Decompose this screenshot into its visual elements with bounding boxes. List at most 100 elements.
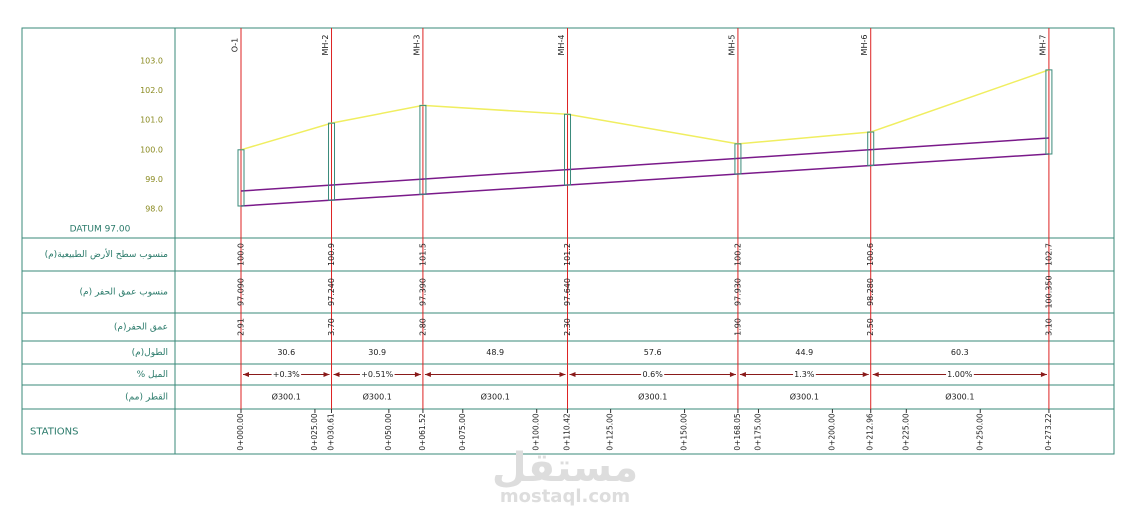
manhole-invert: 97.640 bbox=[563, 278, 572, 306]
row-label: منسوب سطح الأرض الطبيعية(م) bbox=[45, 248, 169, 260]
manhole-name: MH-2 bbox=[321, 35, 330, 56]
manhole-ground: 100.0 bbox=[237, 243, 246, 266]
segment-slope: +0.3% bbox=[273, 370, 300, 379]
arrow-head bbox=[872, 372, 879, 377]
manhole-name: MH-6 bbox=[860, 35, 869, 56]
axis-label: 101.0 bbox=[140, 116, 163, 125]
segment-diameter: Ø300.1 bbox=[272, 392, 301, 402]
watermark: مستقل bbox=[492, 445, 638, 491]
manhole-ground: 101.2 bbox=[563, 243, 572, 266]
segment-slope: 0.6% bbox=[643, 370, 664, 379]
arrow-head bbox=[862, 372, 869, 377]
manhole-depth: 1.90 bbox=[733, 318, 742, 336]
row-label: منسوب عمق الحفر (م) bbox=[79, 288, 168, 298]
station: 0+250.00 bbox=[975, 413, 984, 451]
manhole-invert: 100.350 bbox=[1044, 275, 1053, 308]
segment-length: 30.6 bbox=[277, 348, 295, 357]
manhole bbox=[564, 113, 572, 186]
manhole-name: O-1 bbox=[231, 38, 240, 53]
station: 0+212.96 bbox=[866, 413, 875, 451]
arrow-head bbox=[569, 372, 576, 377]
segment-length: 57.6 bbox=[644, 348, 662, 357]
arrow-head bbox=[333, 372, 340, 377]
manhole bbox=[734, 143, 742, 175]
station: 0+050.00 bbox=[384, 413, 393, 451]
segment-length: 44.9 bbox=[795, 348, 813, 357]
segment-diameter: Ø300.1 bbox=[363, 392, 392, 402]
station: 0+061.52 bbox=[418, 413, 427, 451]
manhole-name: MH-5 bbox=[727, 35, 736, 56]
station: 0+125.00 bbox=[606, 413, 615, 451]
manhole bbox=[867, 131, 875, 166]
row-label: الطول(م) bbox=[132, 348, 168, 358]
segment-length: 30.9 bbox=[368, 348, 386, 357]
manhole-ground: 102.7 bbox=[1044, 243, 1053, 266]
segment-diameter: Ø300.1 bbox=[638, 392, 667, 402]
manhole-ground: 101.5 bbox=[418, 243, 427, 266]
segment-length: 48.9 bbox=[486, 348, 504, 357]
segment-diameter: Ø300.1 bbox=[481, 392, 510, 402]
manhole-invert: 98.280 bbox=[866, 278, 875, 306]
manhole-invert: 97.390 bbox=[418, 278, 427, 306]
manhole-depth: 2.50 bbox=[866, 318, 875, 336]
manhole-invert: 97.930 bbox=[733, 278, 742, 306]
pipe-line bbox=[240, 137, 1049, 192]
row-label: STATIONS bbox=[30, 427, 79, 438]
station: 0+000.00 bbox=[236, 413, 245, 451]
station: 0+175.00 bbox=[753, 413, 762, 451]
arrow-head bbox=[559, 372, 566, 377]
manhole-ground: 100.6 bbox=[866, 243, 875, 266]
manhole-name: MH-4 bbox=[557, 35, 566, 56]
station: 0+273.22 bbox=[1044, 413, 1053, 451]
segment-slope: 1.00% bbox=[947, 370, 973, 379]
arrow-head bbox=[1040, 372, 1047, 377]
manhole bbox=[419, 104, 427, 195]
manhole bbox=[328, 122, 336, 201]
station: 0+200.00 bbox=[827, 413, 836, 451]
station: 0+168.05 bbox=[733, 413, 742, 451]
manhole-name: MH-3 bbox=[412, 35, 421, 56]
manhole-depth: 2.30 bbox=[563, 318, 572, 336]
manhole-name: MH-7 bbox=[1038, 35, 1047, 56]
manhole-ground: 100.9 bbox=[327, 243, 336, 266]
manhole-depth: 3.10 bbox=[1044, 318, 1053, 336]
row-label: القطر (مم) bbox=[125, 393, 168, 403]
watermark: mostaql.com bbox=[500, 486, 630, 507]
axis-label: 98.0 bbox=[145, 205, 163, 214]
row-label: عمق الحفر(م) bbox=[114, 323, 168, 333]
manhole-invert: 97.090 bbox=[237, 278, 246, 306]
manhole bbox=[1045, 69, 1053, 155]
row-label: % الميل bbox=[137, 370, 168, 380]
segment-diameter: Ø300.1 bbox=[945, 392, 974, 402]
arrow-head bbox=[424, 372, 431, 377]
segment-slope: +0.51% bbox=[361, 370, 394, 379]
axis-label: 102.0 bbox=[140, 86, 163, 95]
station: 0+110.42 bbox=[563, 413, 572, 451]
manhole-depth: 2.91 bbox=[237, 318, 246, 336]
ground-line bbox=[240, 69, 1050, 151]
manhole-depth: 2.80 bbox=[418, 318, 427, 336]
manhole-ground: 100.2 bbox=[733, 243, 742, 266]
axis-label: 100.0 bbox=[140, 145, 163, 154]
arrow-head bbox=[323, 372, 330, 377]
axis-label: 99.0 bbox=[145, 175, 163, 184]
segment-length: 60.3 bbox=[951, 348, 969, 357]
station: 0+150.00 bbox=[680, 413, 689, 451]
pipe-line bbox=[240, 153, 1049, 207]
station: 0+225.00 bbox=[901, 413, 910, 451]
datum: DATUM 97.00 bbox=[70, 225, 131, 235]
manhole bbox=[237, 149, 245, 207]
arrow-head bbox=[729, 372, 736, 377]
segment-slope: 1.3% bbox=[794, 370, 815, 379]
manhole-invert: 97.240 bbox=[327, 278, 336, 306]
axis-label: 103.0 bbox=[140, 57, 163, 66]
station: 0+075.00 bbox=[458, 413, 467, 451]
station: 0+100.00 bbox=[532, 413, 541, 451]
arrow-head bbox=[414, 372, 421, 377]
arrow-head bbox=[739, 372, 746, 377]
station: 0+025.00 bbox=[310, 413, 319, 451]
arrow-head bbox=[243, 372, 249, 377]
segment-diameter: Ø300.1 bbox=[790, 392, 819, 402]
manhole-depth: 3.70 bbox=[327, 318, 336, 336]
